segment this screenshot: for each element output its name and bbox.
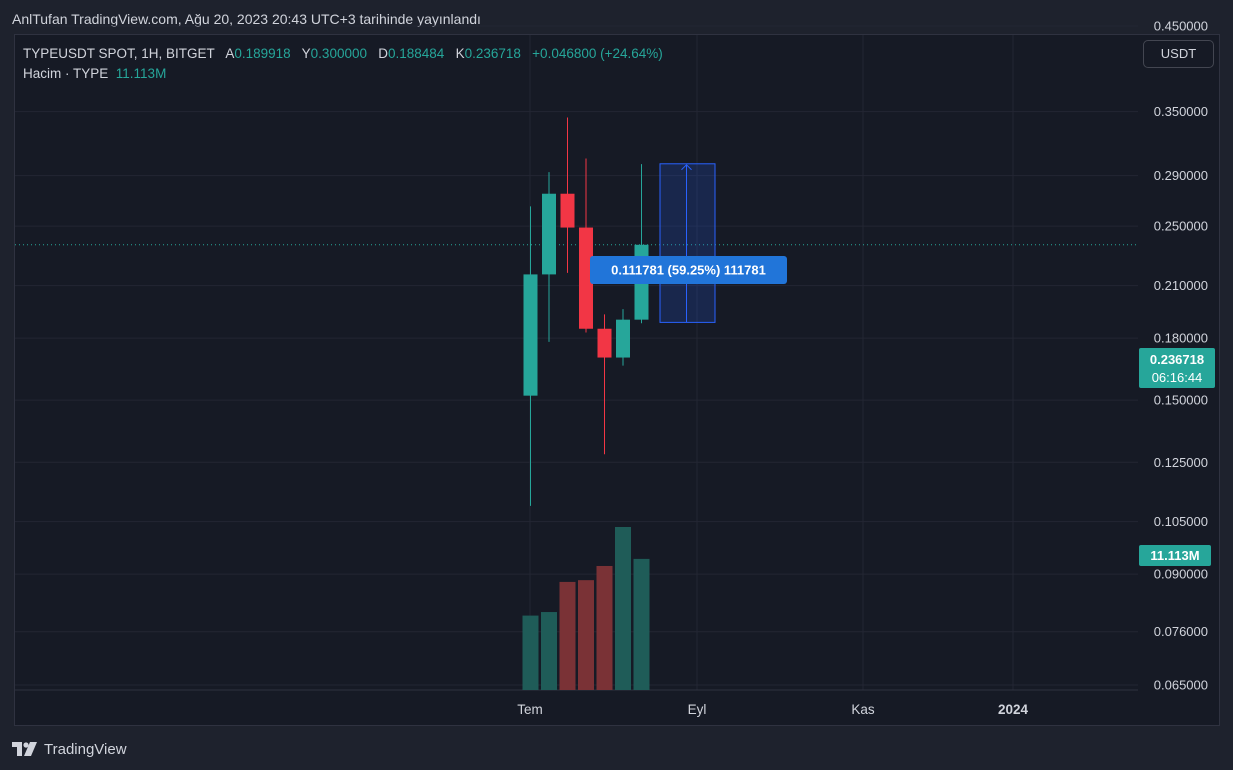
candle-body	[597, 328, 612, 358]
currency-button[interactable]: USDT	[1143, 40, 1214, 68]
candle-body	[542, 193, 556, 275]
measure-label-badge	[590, 256, 787, 284]
candle-body	[523, 274, 538, 396]
measure-arrow-head	[681, 164, 692, 171]
close-value: 0.236718	[464, 46, 521, 61]
candle-body	[579, 227, 593, 329]
volume-legend-row: Hacim · TYPE 11.113M	[23, 66, 663, 86]
candle	[634, 164, 649, 324]
candle	[560, 117, 575, 273]
chart-legend: TYPEUSDT SPOT, 1H, BITGET A0.189918 Y0.3…	[23, 46, 663, 86]
change-value: +0.046800 (+24.64%)	[532, 46, 663, 61]
high-value: 0.300000	[310, 46, 367, 61]
last-price-badge	[1139, 348, 1215, 388]
x-tick-label: Kas	[851, 702, 875, 717]
published-header: AnlTufan TradingView.com, Ağu 20, 2023 2…	[0, 0, 1233, 34]
x-tick-label: Eyl	[688, 702, 707, 717]
low-value: 0.188484	[388, 46, 445, 61]
ohlc-legend-row: TYPEUSDT SPOT, 1H, BITGET A0.189918 Y0.3…	[23, 46, 663, 66]
last-volume-label: 11.113M	[1150, 548, 1199, 563]
x-tick-label: Tem	[517, 702, 543, 717]
grid-lines	[15, 25, 1138, 690]
measure-label-text: 0.111781 (59.25%) 111781	[611, 263, 766, 278]
published-text: AnlTufan TradingView.com, Ağu 20, 2023 2…	[12, 11, 481, 27]
low-label: D	[378, 46, 388, 61]
high-label: Y	[301, 46, 311, 61]
y-tick-label: 0.250000	[1154, 219, 1208, 234]
symbol-label: TYPEUSDT SPOT, 1H, BITGET	[23, 46, 215, 61]
footer-brand: TradingView	[12, 738, 127, 760]
open-label: A	[225, 46, 235, 61]
close-label: K	[455, 46, 465, 61]
y-tick-label: 0.210000	[1154, 278, 1208, 293]
volume-bar	[559, 581, 576, 690]
open-value: 0.189918	[234, 46, 291, 61]
y-tick-label: 0.065000	[1154, 678, 1208, 693]
tradingview-logo-icon	[12, 742, 37, 756]
y-tick-label: 0.090000	[1154, 567, 1208, 582]
brand-name: TradingView	[44, 740, 127, 758]
y-tick-label: 0.076000	[1154, 624, 1208, 639]
candle	[616, 309, 630, 366]
volume-bar	[522, 615, 539, 690]
y-tick-label: 0.180000	[1154, 331, 1208, 346]
volume-bar	[541, 612, 557, 690]
y-tick-label: 0.105000	[1154, 514, 1208, 529]
y-tick-label: 0.350000	[1154, 104, 1208, 119]
y-tick-label: 0.290000	[1154, 168, 1208, 183]
candle-body	[560, 193, 575, 228]
x-tick-label: 2024	[998, 702, 1029, 717]
y-tick-label: 0.450000	[1154, 18, 1208, 33]
candle	[579, 158, 593, 333]
candle	[542, 172, 556, 342]
last-volume-badge	[1139, 545, 1211, 566]
volume-value: 11.113M	[115, 66, 167, 81]
candle	[523, 206, 538, 506]
measure-range-box	[659, 163, 716, 323]
y-tick-label: 0.125000	[1154, 455, 1208, 470]
volume-bar	[633, 558, 650, 690]
last-price-label: 0.236718	[1150, 352, 1204, 367]
volume-bar	[615, 527, 631, 690]
y-tick-label: 0.150000	[1154, 393, 1208, 408]
volume-bar	[578, 580, 594, 690]
countdown-label: 06:16:44	[1152, 370, 1203, 385]
candle-body	[616, 319, 630, 358]
volume-label: Hacim · TYPE	[23, 66, 109, 81]
candle	[597, 314, 612, 455]
volume-bar	[596, 565, 613, 690]
